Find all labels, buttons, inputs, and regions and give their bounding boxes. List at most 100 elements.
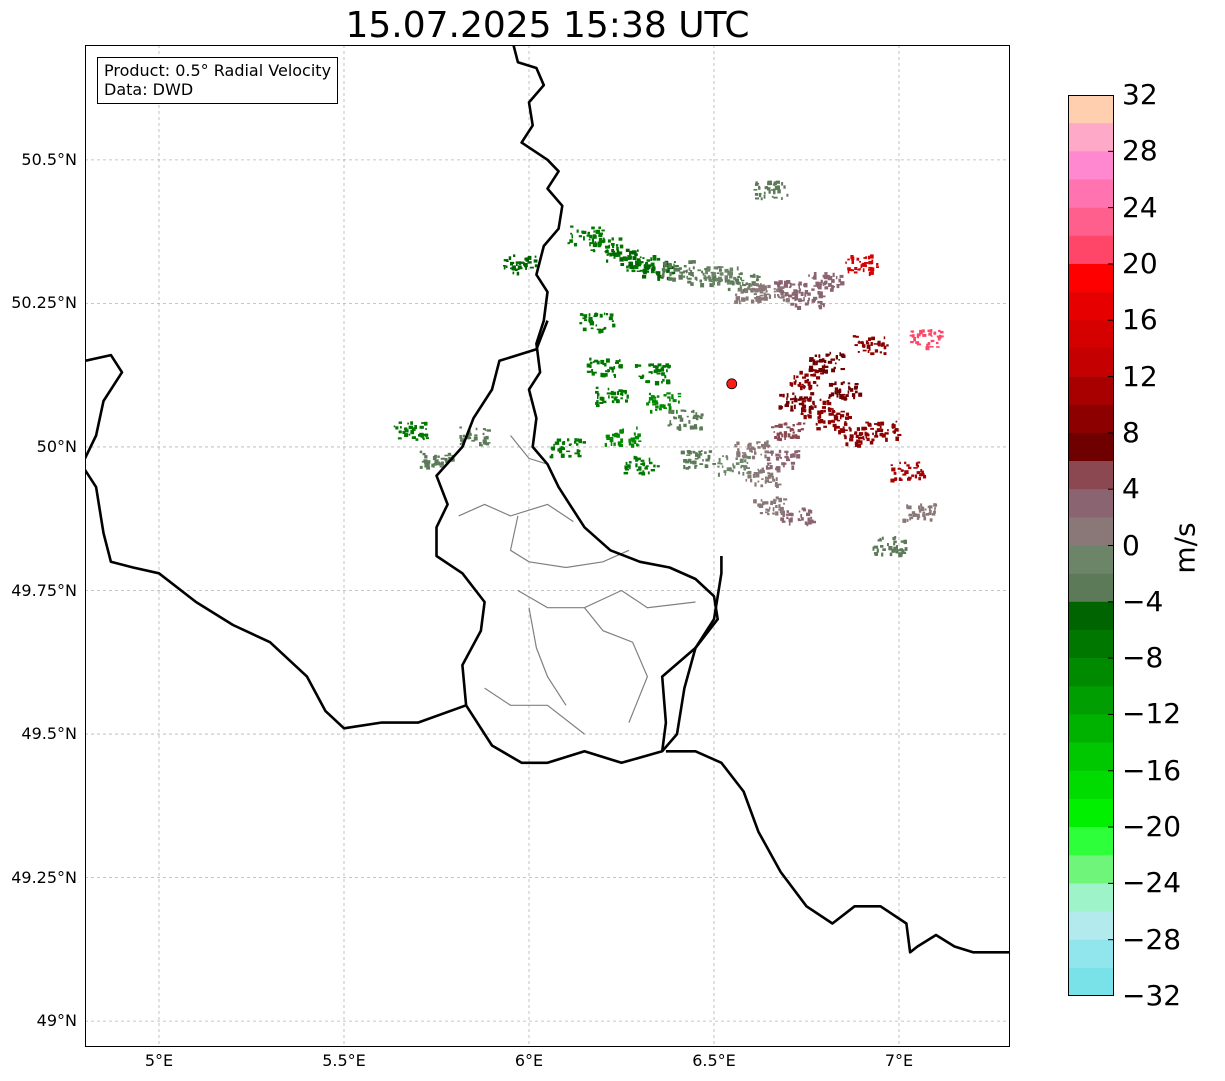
regional-border-4 [528, 607, 567, 706]
colorbar-tick-label-5: 12 [1122, 359, 1158, 393]
echo-21 [667, 409, 704, 431]
colorbar-bin-24 [1068, 770, 1114, 800]
echo-11 [773, 280, 808, 298]
echo-32 [828, 381, 863, 401]
gridlines [85, 45, 1010, 1047]
echo-39 [902, 503, 938, 523]
colorbar-bin-22 [1068, 714, 1114, 743]
colorbar-tick-label-10: −8 [1122, 641, 1164, 675]
lat-tick-label-3: 49.75°N [11, 580, 77, 600]
colorbar-bin-20 [1068, 658, 1114, 687]
colorbar-bin-12 [1068, 432, 1114, 462]
regional-border-2 [509, 515, 630, 569]
colorbar-bin-31 [1068, 967, 1114, 996]
colorbar-bin-4 [1068, 207, 1114, 237]
colorbar-bin-7 [1068, 292, 1114, 321]
lat-tick-label-1: 50.25°N [11, 293, 77, 313]
echo-31 [815, 409, 852, 431]
lon-tick-label-0: 5°E [144, 1051, 174, 1070]
colorbar-tick-label-3: 20 [1122, 246, 1158, 280]
colorbar-bin-26 [1068, 827, 1114, 856]
echo-18 [623, 455, 660, 476]
echo-41 [845, 254, 879, 277]
colorbar-bin-14 [1068, 489, 1114, 518]
colorbar-bin-9 [1068, 348, 1114, 377]
colorbar-tick-label-2: 24 [1122, 190, 1158, 224]
echo-12 [790, 289, 826, 310]
colorbar-bin-10 [1068, 376, 1114, 406]
echo-36 [864, 420, 902, 442]
lon-tick-label-3: 6.5°E [692, 1051, 736, 1070]
echo-24 [734, 440, 771, 460]
lon-tick-label-2: 6°E [514, 1051, 544, 1070]
lat-tick-label-4: 49.5°N [21, 724, 77, 744]
regional-border-5 [584, 607, 649, 723]
echo-17 [604, 426, 642, 448]
echo-42 [780, 507, 816, 527]
colorbar-unit-label: m/s [1168, 522, 1202, 574]
colorbar-bin-13 [1068, 461, 1114, 490]
echo-34 [838, 426, 874, 448]
colorbar-tick-label-7: 4 [1122, 472, 1140, 506]
echo-14 [579, 312, 616, 334]
echo-16 [595, 386, 629, 408]
echo-13 [808, 272, 845, 292]
echo-20 [646, 392, 682, 414]
colorbar-tick-label-4: 16 [1122, 303, 1158, 337]
regional-border-6 [484, 687, 585, 735]
colorbar-bin-18 [1068, 601, 1114, 631]
radar-site-dot [726, 378, 738, 390]
echo-5 [661, 260, 696, 282]
national-borders [85, 45, 1010, 954]
lat-tick-label-0: 50.5°N [21, 149, 77, 169]
colorbar-bin-8 [1068, 320, 1114, 349]
lat-tick-label-2: 50°N [36, 436, 77, 456]
colorbar-bin-16 [1068, 545, 1114, 574]
lat-tick-label-6: 49°N [36, 1011, 77, 1031]
echo-15 [586, 357, 623, 378]
colorbar [1068, 95, 1114, 996]
colorbar-tick-label-9: −4 [1122, 584, 1164, 618]
colorbar-bin-19 [1068, 629, 1114, 659]
echo-47 [419, 450, 455, 470]
colorbar-tick-label-6: 8 [1122, 415, 1140, 449]
regional-border-0 [458, 503, 574, 523]
echo-22 [680, 450, 716, 470]
colorbar-bin-28 [1068, 883, 1114, 912]
colorbar-tick-label-14: −24 [1122, 866, 1182, 900]
regional-borders [458, 435, 696, 735]
echo-48 [393, 421, 429, 441]
map-panel[interactable] [85, 45, 1010, 1047]
colorbar-tick-label-16: −32 [1122, 979, 1182, 1012]
colorbar-bin-29 [1068, 911, 1114, 940]
colorbar-bin-15 [1068, 517, 1114, 546]
colorbar-bin-21 [1068, 686, 1114, 715]
echo-26 [765, 449, 801, 471]
colorbar-tick-label-0: 32 [1122, 78, 1158, 111]
national-border-3 [85, 353, 124, 459]
colorbar-bin-3 [1068, 179, 1114, 208]
echo-33 [808, 351, 846, 374]
lon-tick-label-1: 5.5°E [322, 1051, 366, 1070]
colorbar-bin-25 [1068, 798, 1114, 828]
colorbar-bin-0 [1068, 95, 1114, 124]
national-border-4 [665, 750, 1010, 954]
regional-border-3 [517, 589, 696, 609]
echo-43 [753, 496, 788, 516]
colorbar-tick-label-15: −28 [1122, 922, 1182, 956]
colorbar-bin-27 [1068, 855, 1114, 884]
echo-19 [634, 363, 671, 386]
colorbar-tick-label-11: −12 [1122, 697, 1182, 731]
colorbar-tick-label-1: 28 [1122, 134, 1158, 168]
national-border-2 [85, 469, 467, 730]
colorbar-bin-17 [1068, 573, 1114, 603]
velocity-echoes [393, 180, 944, 558]
radar-site-marker [726, 378, 738, 390]
colorbar-bin-1 [1068, 123, 1114, 152]
echo-40 [909, 329, 944, 351]
info-box: Product: 0.5° Radial Velocity Data: DWD [97, 57, 339, 104]
colorbar-bin-23 [1068, 742, 1114, 772]
colorbar-bin-2 [1068, 151, 1114, 180]
lon-tick-label-4: 7°E [884, 1051, 914, 1070]
echo-45 [549, 438, 586, 459]
